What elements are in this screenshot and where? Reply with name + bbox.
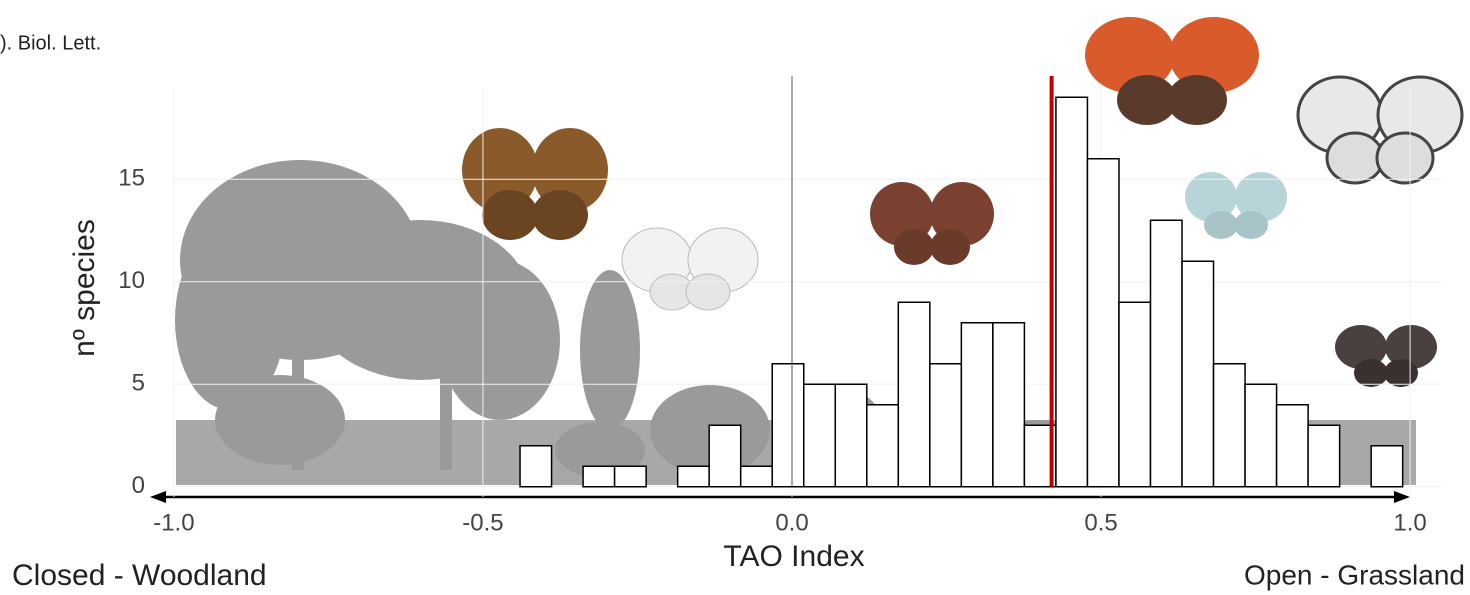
axis-arrow <box>150 491 1410 503</box>
y-tick-label: 10 <box>118 267 145 294</box>
histogram-bar <box>1307 424 1341 488</box>
y-tick-label: 0 <box>132 472 145 499</box>
y-axis-label: nº species <box>68 219 101 357</box>
x-tick-label: 1.0 <box>1393 509 1426 536</box>
histogram-bar <box>1181 260 1215 488</box>
left-label: Closed - Woodland <box>12 559 267 592</box>
histogram-bar <box>1149 219 1183 488</box>
histogram-bar <box>1086 158 1120 488</box>
x-tick-label: -0.5 <box>462 509 503 536</box>
y-tick-label: 15 <box>118 165 145 192</box>
x-tick-label: 0.0 <box>775 509 808 536</box>
butterfly-images <box>462 17 1464 387</box>
histogram-bar <box>519 445 553 488</box>
right-label: Open - Grassland <box>1244 559 1465 590</box>
histogram-bar <box>613 465 647 488</box>
histogram-bar <box>1244 383 1278 488</box>
histogram-bar <box>960 322 994 488</box>
histogram-bar <box>834 383 868 488</box>
histogram-bar <box>866 404 900 488</box>
y-tick-label: 5 <box>132 370 145 397</box>
histogram-bar <box>1118 301 1152 488</box>
x-tick-label: 0.5 <box>1084 509 1117 536</box>
histogram-bar <box>992 322 1026 488</box>
x-axis-label: TAO Index <box>723 540 864 573</box>
histogram-bar <box>708 424 742 488</box>
histogram-bar <box>1275 404 1309 488</box>
histogram-bar <box>739 465 773 488</box>
histogram-bar <box>897 301 931 488</box>
histogram-bar <box>802 383 837 488</box>
histogram-bar <box>582 465 616 488</box>
histogram-bar <box>676 465 710 488</box>
histogram-bar <box>929 363 963 488</box>
histogram-bar <box>1370 445 1404 488</box>
x-tick-label: -1.0 <box>153 509 194 536</box>
histogram-bar <box>771 363 805 488</box>
histogram-bar <box>1055 96 1089 488</box>
histogram-bar <box>1212 363 1246 488</box>
source-note: ). Biol. Lett. <box>0 32 101 54</box>
